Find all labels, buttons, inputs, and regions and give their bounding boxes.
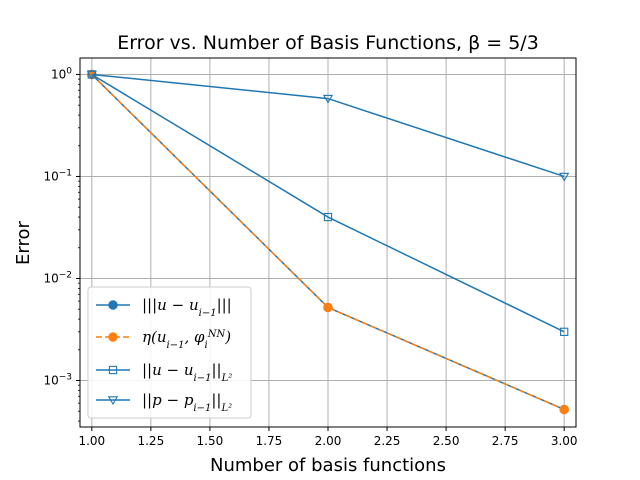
data-point <box>107 396 119 406</box>
x-tick-label: 1.25 <box>137 434 164 448</box>
x-tick-label: 2.75 <box>492 434 519 448</box>
data-point <box>559 172 570 182</box>
x-axis: 1.00 1.25 1.50 1.75 2.00 2.25 2.50 2.75 3.00 <box>78 427 578 448</box>
x-tick-label: 1.50 <box>197 434 224 448</box>
data-point <box>559 404 569 415</box>
data-point <box>108 365 118 375</box>
y-tick-label: 10−2 <box>43 270 72 285</box>
y-axis-label: Error <box>13 220 34 264</box>
series-line <box>91 73 565 333</box>
y-tick-label: 10−3 <box>43 372 72 387</box>
x-axis-label: Number of basis functions <box>210 455 446 476</box>
x-tick-label: 2.50 <box>433 434 460 448</box>
x-tick-label: 1.00 <box>78 434 105 448</box>
data-point <box>323 302 333 313</box>
series-line <box>91 73 565 411</box>
data-point <box>108 332 118 342</box>
grid <box>80 58 576 427</box>
data-point <box>108 300 118 310</box>
data-point <box>322 94 334 104</box>
data-point <box>86 70 97 80</box>
series-line <box>91 73 565 178</box>
x-tick-label: 1.75 <box>256 434 283 448</box>
data-point <box>323 212 333 222</box>
legend-box <box>87 286 252 419</box>
series-layer <box>86 69 570 415</box>
y-tick-label: 10−1 <box>43 168 72 183</box>
x-tick-label: 2.00 <box>315 434 342 448</box>
y-tick-label: 100 <box>51 66 72 81</box>
x-tick-label: 3.00 <box>551 434 578 448</box>
y-axis: 100 10−1 10−2 10−3 <box>43 66 80 422</box>
data-point <box>560 327 569 336</box>
chart-title: Error vs. Number of Basis Functions, β =… <box>117 32 539 54</box>
x-tick-label: 2.25 <box>374 434 401 448</box>
legend: |||u − ui−1|||η(ui−1, φiNN)||u − ui−1||L… <box>87 286 252 419</box>
series-4 <box>86 70 570 182</box>
